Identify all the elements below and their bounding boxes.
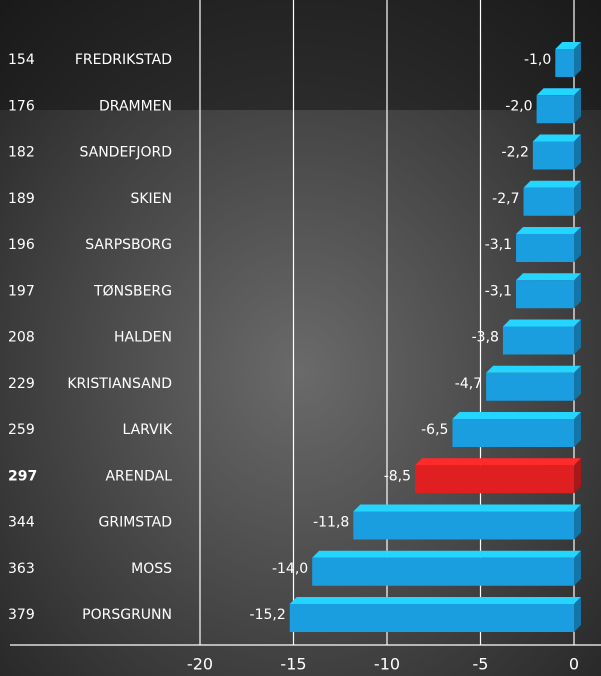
- rank-label: 154: [8, 52, 35, 68]
- bar-side: [574, 42, 581, 77]
- x-tick-label: 0: [569, 655, 579, 674]
- bar: [353, 511, 574, 540]
- bar: [532, 141, 574, 170]
- bar-top: [523, 180, 581, 188]
- bar: [555, 49, 574, 77]
- rank-label: 363: [8, 561, 35, 577]
- bar-side: [574, 597, 581, 632]
- bar-side: [574, 88, 581, 124]
- bar-top: [312, 550, 581, 558]
- bar: [312, 557, 574, 586]
- bar-side: [574, 319, 581, 355]
- value-label: -6,5: [421, 422, 448, 438]
- bar: [415, 465, 574, 494]
- x-tick-label: -10: [374, 655, 400, 674]
- x-tick-label: -20: [187, 655, 213, 674]
- rank-label: 197: [8, 283, 35, 299]
- bar: [516, 280, 574, 309]
- bar: [536, 95, 574, 124]
- value-label: -3,1: [485, 237, 512, 253]
- bar-top: [353, 504, 581, 512]
- category-label: ARENDAL: [105, 468, 172, 484]
- bar-side: [574, 227, 581, 262]
- category-label: HALDEN: [114, 330, 172, 346]
- rank-label: 297: [8, 468, 37, 484]
- value-label: -1,0: [524, 52, 551, 68]
- value-label: -4,7: [455, 376, 482, 392]
- category-label: SKIEN: [130, 191, 172, 207]
- rank-label: 344: [8, 515, 35, 531]
- bar: [502, 326, 574, 355]
- value-label: -2,2: [502, 145, 529, 161]
- value-label: -8,5: [384, 468, 411, 484]
- bar: [516, 234, 574, 262]
- bar-side: [574, 365, 581, 401]
- bar-side: [574, 180, 581, 216]
- bar-top: [555, 42, 581, 49]
- bar-top: [532, 134, 581, 142]
- bar-side: [574, 504, 581, 540]
- bar-top: [516, 227, 581, 234]
- bar-side: [574, 134, 581, 170]
- value-label: -3,8: [472, 330, 499, 346]
- value-label: -15,2: [250, 607, 286, 623]
- rank-label: 208: [8, 330, 35, 346]
- category-label: PORSGRUNN: [82, 607, 172, 623]
- category-label: MOSS: [131, 561, 172, 577]
- rank-label: 176: [8, 98, 35, 114]
- bar-top: [452, 412, 581, 419]
- bar: [452, 419, 574, 447]
- category-label: LARVIK: [122, 422, 172, 438]
- rank-label: 196: [8, 237, 35, 253]
- category-label: DRAMMEN: [99, 98, 172, 114]
- bar-side: [574, 550, 581, 586]
- bar-top: [289, 597, 581, 604]
- rank-label: 189: [8, 191, 35, 207]
- category-label: FREDRIKSTAD: [75, 52, 172, 68]
- rank-label: 379: [8, 607, 35, 623]
- rank-label: 229: [8, 376, 35, 392]
- category-label: SANDEFJORD: [79, 145, 172, 161]
- bar-top: [536, 88, 581, 96]
- category-label: KRISTIANSAND: [67, 376, 172, 392]
- category-label: TØNSBERG: [93, 283, 172, 299]
- bar-top: [415, 458, 581, 466]
- x-tick-label: -5: [473, 655, 489, 674]
- bar-top: [516, 273, 581, 281]
- category-label: GRIMSTAD: [99, 515, 173, 531]
- bar-side: [574, 412, 581, 447]
- bar: [486, 372, 574, 401]
- rank-label: 182: [8, 145, 35, 161]
- value-label: -2,7: [492, 191, 519, 207]
- x-tick-label: -15: [280, 655, 306, 674]
- bar-side: [574, 458, 581, 494]
- bar-side: [574, 273, 581, 309]
- value-label: -14,0: [272, 561, 308, 577]
- value-label: -3,1: [485, 283, 512, 299]
- bar: [523, 187, 574, 216]
- value-label: -11,8: [313, 515, 349, 531]
- background-shade: [0, 0, 601, 110]
- value-label: -2,0: [505, 98, 532, 114]
- category-label: SARPSBORG: [85, 237, 172, 253]
- bar: [289, 604, 574, 632]
- bar-top: [502, 319, 581, 327]
- rank-label: 259: [8, 422, 35, 438]
- bar-top: [486, 365, 581, 373]
